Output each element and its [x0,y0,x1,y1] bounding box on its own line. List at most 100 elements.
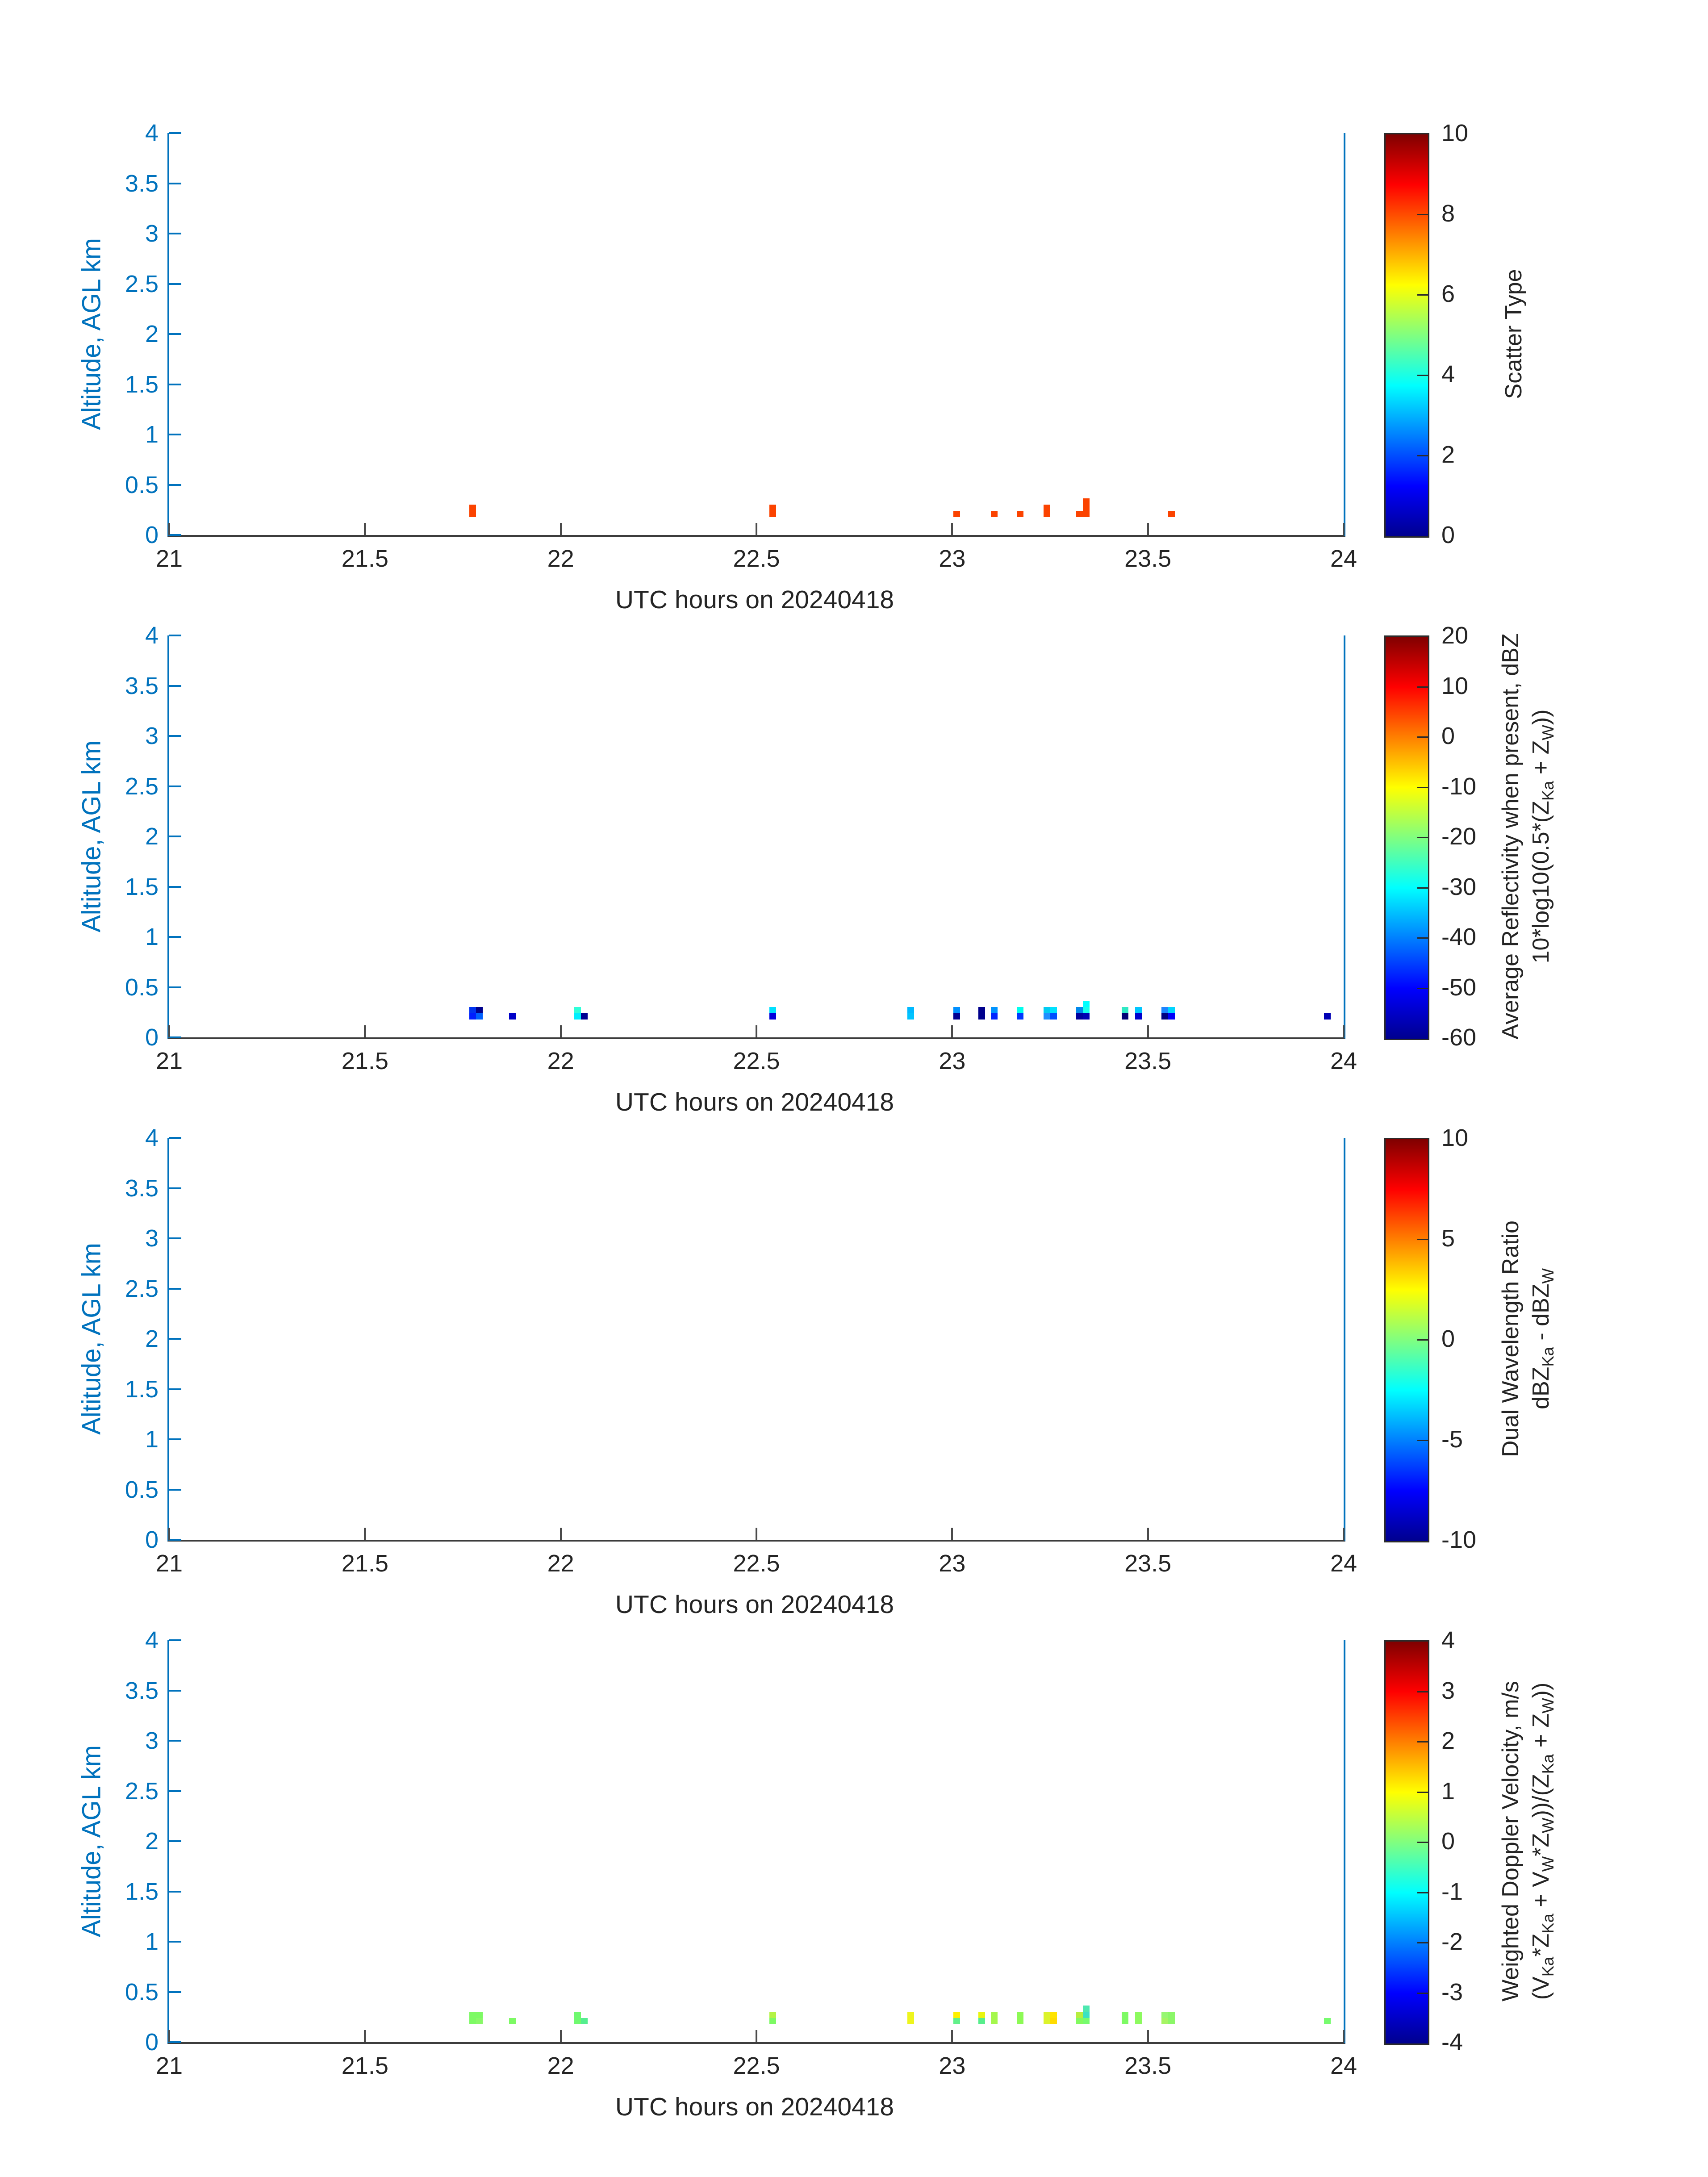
colorbar-tick-label: -30 [1441,873,1477,900]
plot-area: 21 21.5 22 22.5 23 23.5 24 [156,132,1357,572]
x-tick-label: 23 [939,545,966,572]
data-cell [1135,1013,1142,1020]
data-cell [1324,1013,1331,1020]
colorbar-tick [1417,1741,1428,1742]
data-cell [953,1013,960,1020]
data-cell [581,2018,588,2024]
x-tick [1147,2030,1149,2042]
axis-y-label: Altitude, AGL km [77,1745,106,1937]
data-cell [574,2011,581,2018]
y-tick-label: 3.5 [125,672,159,699]
data-cell [476,2011,483,2018]
y-tick [169,1488,181,1491]
data-cell [1161,2011,1169,2018]
data-cell [978,1007,986,1013]
x-tick-label: 21.5 [341,2052,388,2079]
data-cell [1044,2018,1051,2024]
colorbar-tick-label: -60 [1441,1024,1477,1051]
y-tick-label: 0.5 [125,1978,159,2006]
data-cell [1016,1007,1023,1013]
y-tick-label: 0 [145,1526,159,1553]
data-cell [1168,2018,1175,2024]
x-tick-label: 22 [547,2052,574,2079]
y-tick [169,986,181,988]
colorbar-tick-label: -40 [1441,923,1477,950]
x-tick-label: 23 [939,2052,966,2079]
x-tick [364,523,366,535]
colorbar-tick [1417,1239,1428,1240]
y-tick-label: 2.5 [125,270,159,297]
x-tick [560,1025,562,1037]
data-cell [991,510,998,517]
data-cell [1083,510,1090,517]
colorbar-tick-label: 4 [1441,361,1455,388]
y-tick [169,1539,181,1541]
colorbar [1384,635,1429,1040]
colorbar-tick [1417,1892,1428,1893]
colorbar-tick [1417,294,1428,296]
x-tick-label: 22 [547,1550,574,1577]
data-cell [1083,2005,1090,2012]
data-cell [1168,2011,1175,2018]
data-cell [1324,2018,1331,2024]
y-tick [169,685,181,687]
colorbar-tick [1417,1942,1428,1943]
y-tick [169,735,181,737]
data-cell [1050,2011,1057,2018]
data-cell [469,510,476,517]
x-tick [364,1528,366,1540]
colorbar-tick-label: 10 [1441,672,1469,699]
colorbar-tick-label: 6 [1441,280,1455,307]
y-tick-label: 1 [145,923,159,950]
data-cell [1161,1013,1169,1020]
y-tick [169,1740,181,1742]
y-tick [169,1840,181,1842]
x-tick-label: 21.5 [341,545,388,572]
x-tick [168,523,170,535]
y-tick-label: 3.5 [125,1174,159,1202]
plot-area: 21 21.5 22 22.5 23 23.5 24 [156,635,1357,1074]
colorbar-tick [1417,736,1428,738]
colorbar-tick [1417,1992,1428,1994]
colorbar-label-line: dBZKa - dBZW [1528,1268,1558,1409]
data-cell [469,1007,476,1013]
x-tick-label: 22.5 [733,1048,780,1074]
data-cell [1083,2018,1090,2024]
colorbar-tick [1417,786,1428,788]
panel-3: Altitude, AGL km 21 21.5 22 22.5 23 23.5 24 0 0.5… [0,1124,1708,1619]
colorbar-tick-label: 0 [1441,1325,1455,1352]
axis-y-label: Altitude, AGL km [77,1243,106,1435]
colorbar-tick [1417,887,1428,889]
axis-x-label: UTC hours on 20240418 [615,1590,894,1619]
colorbar-tick-label: 2 [1441,441,1455,468]
data-cell [1050,1013,1057,1020]
colorbar-tick-label: 8 [1441,200,1455,227]
data-cell [1016,1013,1023,1020]
colorbar-tick-label: -20 [1441,823,1477,850]
y-tick-label: 3 [145,1727,159,1754]
data-cell [769,504,776,511]
data-cell [574,1007,581,1013]
data-cell [953,2018,960,2024]
data-cell [1083,1000,1090,1007]
colorbar-label-line: Scatter Type [1501,269,1527,399]
y-tick-label: 4 [145,1627,159,1654]
data-cell [1121,2011,1128,2018]
y-tick [169,1036,181,1038]
y-tick-label: 0.5 [125,974,159,1001]
colorbar-tick-label: 20 [1441,622,1469,649]
data-cell [1076,510,1083,517]
y-tick-label: 2.5 [125,1777,159,1805]
panel-1: Altitude, AGL km 21 21.5 22 22.5 23 23.5 24 0 0.5… [0,120,1708,614]
data-cell [907,1013,914,1020]
y-tick [169,836,181,837]
data-cell [1168,1007,1175,1013]
y-tick [169,1689,181,1692]
x-tick [1147,523,1149,535]
data-cell [907,1007,914,1013]
data-cell [574,2018,581,2024]
x-tick [364,2030,366,2042]
y-tick-label: 0 [145,522,159,548]
x-tick [1343,1025,1345,1037]
